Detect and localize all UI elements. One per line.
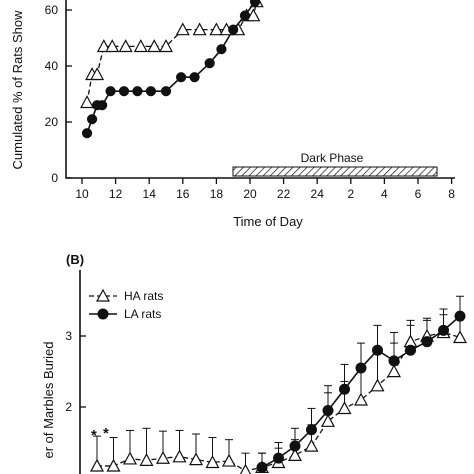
la-point [388,355,400,367]
ha-point [205,455,220,469]
ha-point [452,330,468,344]
triangle-point [118,39,133,53]
panel-a-x-axis-label: Time of Day [233,214,303,229]
x-tick-label: 24 [311,187,325,201]
la-point [322,405,334,417]
y-tick-label: 60 [45,3,59,17]
x-tick-label: 10 [75,187,89,201]
x-tick-label: 14 [143,187,157,201]
la-point [372,344,383,356]
ha-point [139,452,154,466]
ha-point [106,458,121,472]
la-point [421,336,433,348]
triangle-point [147,39,162,53]
y-tick-label: 3 [65,329,72,343]
circle-point [204,58,215,69]
triangle-point [175,22,190,36]
ha-point [353,392,369,406]
circle-point [176,72,187,83]
panel-b-y-axis-label: er of Marbles Buried [41,341,56,458]
asterisk-2: * [103,425,109,442]
ha-point [188,452,204,466]
triangle-point [90,67,105,81]
la-point [273,452,284,464]
circle-point [189,72,200,83]
circle-point [160,86,172,97]
ha-point [370,378,385,392]
circle-point [118,86,130,97]
la-point [454,310,466,322]
circle-point [228,24,239,35]
y-tick-label: 40 [45,59,59,73]
circle-point [145,86,156,97]
ha-point [304,438,319,452]
legend-la-label: LA rats [124,307,161,321]
x-tick-label: 2 [347,187,354,201]
la-point [405,344,416,356]
ha-point [287,448,303,461]
circle-point [132,86,143,97]
dark-phase-bar [232,166,438,177]
legend: HA rats LA rats [89,288,163,321]
y-tick-label: 2 [65,400,72,414]
ha-point [337,401,352,415]
circle-point [81,128,93,139]
legend-la-marker [97,308,109,320]
circle-point [239,10,251,21]
panel-b: (B) 23 er of Marbles Buried HA rats LA r… [41,252,468,474]
legend-ha-marker [95,288,111,302]
ha-point [155,450,171,464]
x-tick-label: 6 [415,187,422,201]
triangle-point [192,22,207,36]
asterisk-1: * [91,427,97,444]
panel-b-label: (B) [66,252,84,267]
x-tick-label: 18 [210,187,224,201]
ha-point [221,453,237,467]
circle-point [105,86,116,97]
x-tick-label: 16 [176,187,190,201]
x-tick-label: 22 [277,187,291,201]
circle-point [249,0,261,7]
panel-a-y-ticks: 0 20 40 60 [45,3,72,185]
ha-point [386,364,402,378]
triangle-point [158,39,174,53]
triangle-point [80,95,95,109]
la-point [355,362,367,374]
legend-ha-label: HA rats [124,289,163,303]
la-point [289,440,301,452]
triangle-point [133,39,148,53]
triangle-point [209,22,224,36]
y-tick-label: 0 [51,171,58,185]
series-circle-line [86,0,259,134]
x-tick-label: 4 [381,187,388,201]
la-point [256,461,268,473]
y-tick-label: 20 [45,115,59,129]
panel-b-plot [89,295,468,474]
dark-phase-label: Dark Phase [301,151,364,165]
ha-point [239,463,252,474]
x-tick-label: 8 [448,187,455,201]
panel-a-x-ticks: 10 12 14 16 18 20 22 24 2 4 6 8 [75,178,455,201]
ha-point [89,458,105,472]
panel-a-y-axis-label: Cumulated % of Rats Show [10,10,25,170]
x-tick-label: 20 [243,187,257,201]
panel-b-y-ticks: 23 [65,329,86,414]
la-point [438,324,449,336]
panel-a-plot [80,0,264,139]
ha-point [320,413,336,427]
circle-point [97,100,108,111]
triangle-point [246,8,261,22]
triangle-point [105,39,120,53]
ha-point [122,451,138,465]
x-tick-label: 12 [109,187,123,201]
circle-point [86,114,98,125]
triangle-point [96,39,111,53]
la-point [339,383,350,395]
circle-point [216,44,227,55]
la-point [306,424,317,436]
ha-point [172,449,187,463]
